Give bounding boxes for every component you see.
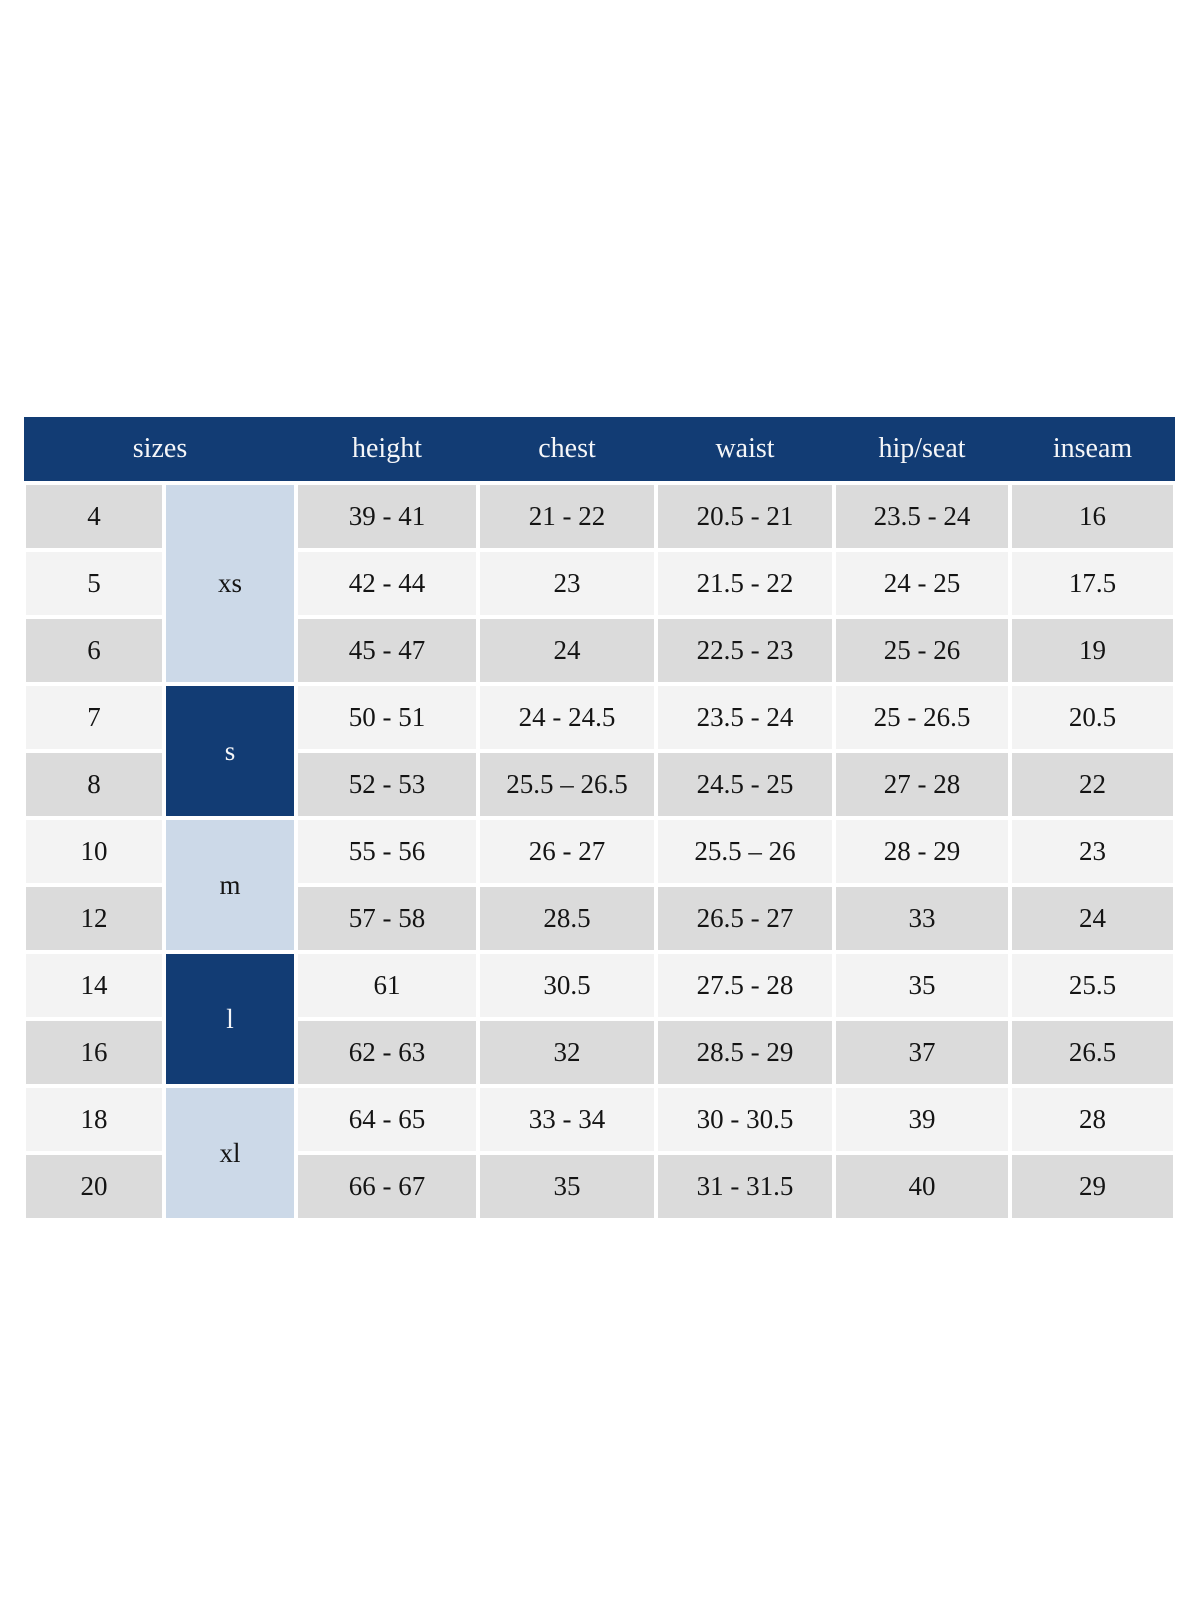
height-cell: 64 - 65 xyxy=(296,1086,478,1153)
chest-cell: 26 - 27 xyxy=(478,818,656,885)
waist-cell: 24.5 - 25 xyxy=(656,751,834,818)
inseam-cell: 19 xyxy=(1010,617,1175,684)
waist-cell: 26.5 - 27 xyxy=(656,885,834,952)
header-hip-seat: hip/seat xyxy=(834,417,1010,483)
waist-cell: 25.5 – 26 xyxy=(656,818,834,885)
table-row: 8 52 - 53 25.5 – 26.5 24.5 - 25 27 - 28 22 xyxy=(24,751,1175,818)
size-cell: 8 xyxy=(24,751,164,818)
height-cell: 57 - 58 xyxy=(296,885,478,952)
header-height: height xyxy=(296,417,478,483)
inseam-cell: 24 xyxy=(1010,885,1175,952)
inseam-cell: 17.5 xyxy=(1010,550,1175,617)
waist-cell: 30 - 30.5 xyxy=(656,1086,834,1153)
size-group-cell: s xyxy=(164,684,296,818)
hip-seat-cell: 25 - 26 xyxy=(834,617,1010,684)
table-row: 7 s 50 - 51 24 - 24.5 23.5 - 24 25 - 26.5 20.5 xyxy=(24,684,1175,818)
hip-seat-cell: 40 xyxy=(834,1153,1010,1220)
size-cell: 12 xyxy=(24,885,164,952)
chest-cell: 24 - 24.5 xyxy=(478,684,656,751)
waist-cell: 23.5 - 24 xyxy=(656,684,834,751)
hip-seat-cell: 27 - 28 xyxy=(834,751,1010,818)
table-row: 6 45 - 47 24 22.5 - 23 25 - 26 19 xyxy=(24,617,1175,684)
table-row: 4 xs 39 - 41 21 - 22 20.5 - 21 23.5 - 24 16 xyxy=(24,483,1175,684)
chest-cell: 30.5 xyxy=(478,952,656,1019)
waist-cell: 28.5 - 29 xyxy=(656,1019,834,1086)
height-cell: 42 - 44 xyxy=(296,550,478,617)
header-row: sizes height chest waist hip/seat inseam xyxy=(24,417,1175,483)
inseam-cell: 16 xyxy=(1010,483,1175,550)
size-cell: 16 xyxy=(24,1019,164,1086)
inseam-cell: 20.5 xyxy=(1010,684,1175,751)
height-cell: 50 - 51 xyxy=(296,684,478,751)
table-row: 18 xl 64 - 65 33 - 34 30 - 30.5 39 28 xyxy=(24,1086,1175,1220)
table-row: 5 42 - 44 23 21.5 - 22 24 - 25 17.5 xyxy=(24,550,1175,617)
hip-seat-cell: 39 xyxy=(834,1086,1010,1153)
size-cell: 20 xyxy=(24,1153,164,1220)
inseam-cell: 26.5 xyxy=(1010,1019,1175,1086)
inseam-cell: 23 xyxy=(1010,818,1175,885)
waist-cell: 27.5 - 28 xyxy=(656,952,834,1019)
size-cell: 4 xyxy=(24,483,164,550)
hip-seat-cell: 37 xyxy=(834,1019,1010,1086)
inseam-cell: 29 xyxy=(1010,1153,1175,1220)
waist-cell: 21.5 - 22 xyxy=(656,550,834,617)
size-cell: 6 xyxy=(24,617,164,684)
height-cell: 61 xyxy=(296,952,478,1019)
height-cell: 66 - 67 xyxy=(296,1153,478,1220)
hip-seat-cell: 24 - 25 xyxy=(834,550,1010,617)
size-cell: 14 xyxy=(24,952,164,1019)
size-chart-table: sizes height chest waist hip/seat inseam… xyxy=(24,417,1175,1220)
size-group-cell: m xyxy=(164,818,296,952)
size-cell: 7 xyxy=(24,684,164,751)
size-group-cell: xs xyxy=(164,483,296,684)
size-cell: 18 xyxy=(24,1086,164,1153)
header-inseam: inseam xyxy=(1010,417,1175,483)
waist-cell: 20.5 - 21 xyxy=(656,483,834,550)
inseam-cell: 25.5 xyxy=(1010,952,1175,1019)
waist-cell: 31 - 31.5 xyxy=(656,1153,834,1220)
chest-cell: 35 xyxy=(478,1153,656,1220)
waist-cell: 22.5 - 23 xyxy=(656,617,834,684)
chest-cell: 24 xyxy=(478,617,656,684)
chest-cell: 21 - 22 xyxy=(478,483,656,550)
inseam-cell: 28 xyxy=(1010,1086,1175,1153)
hip-seat-cell: 33 xyxy=(834,885,1010,952)
header-chest: chest xyxy=(478,417,656,483)
size-cell: 10 xyxy=(24,818,164,885)
height-cell: 39 - 41 xyxy=(296,483,478,550)
chest-cell: 32 xyxy=(478,1019,656,1086)
header-sizes: sizes xyxy=(24,417,296,483)
table-row: 16 62 - 63 32 28.5 - 29 37 26.5 xyxy=(24,1019,1175,1086)
hip-seat-cell: 25 - 26.5 xyxy=(834,684,1010,751)
size-group-cell: xl xyxy=(164,1086,296,1220)
hip-seat-cell: 35 xyxy=(834,952,1010,1019)
table-row: 20 66 - 67 35 31 - 31.5 40 29 xyxy=(24,1153,1175,1220)
chest-cell: 33 - 34 xyxy=(478,1086,656,1153)
chest-cell: 25.5 – 26.5 xyxy=(478,751,656,818)
height-cell: 45 - 47 xyxy=(296,617,478,684)
hip-seat-cell: 23.5 - 24 xyxy=(834,483,1010,550)
header-waist: waist xyxy=(656,417,834,483)
chest-cell: 23 xyxy=(478,550,656,617)
table-row: 12 57 - 58 28.5 26.5 - 27 33 24 xyxy=(24,885,1175,952)
size-cell: 5 xyxy=(24,550,164,617)
height-cell: 62 - 63 xyxy=(296,1019,478,1086)
table-row: 14 l 61 30.5 27.5 - 28 35 25.5 xyxy=(24,952,1175,1086)
height-cell: 55 - 56 xyxy=(296,818,478,885)
hip-seat-cell: 28 - 29 xyxy=(834,818,1010,885)
height-cell: 52 - 53 xyxy=(296,751,478,818)
inseam-cell: 22 xyxy=(1010,751,1175,818)
table-row: 10 m 55 - 56 26 - 27 25.5 – 26 28 - 29 23 xyxy=(24,818,1175,952)
chest-cell: 28.5 xyxy=(478,885,656,952)
size-group-cell: l xyxy=(164,952,296,1086)
